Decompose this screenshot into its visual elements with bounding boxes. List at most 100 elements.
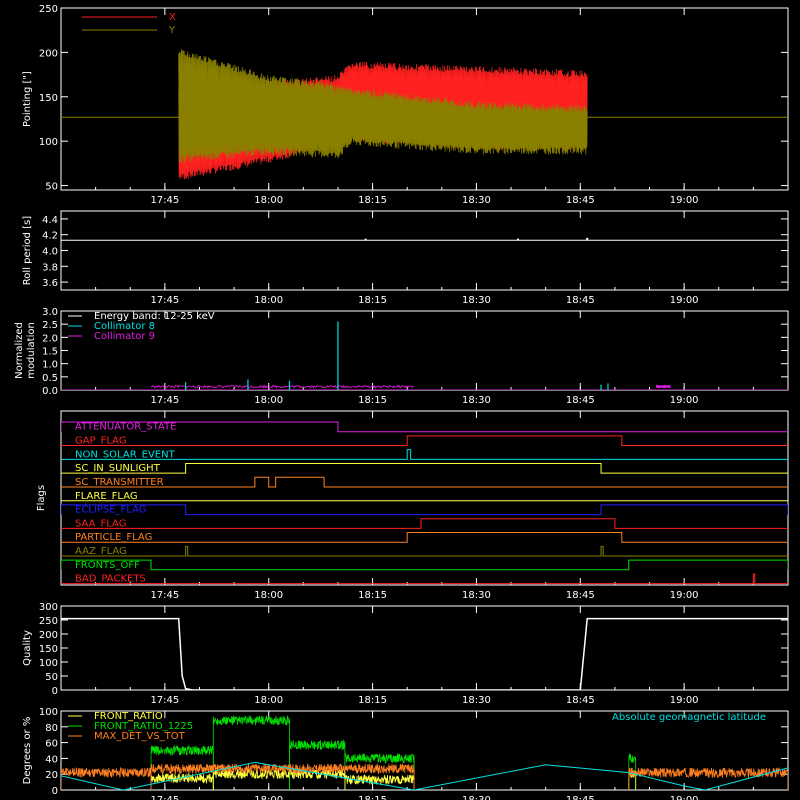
legend-entry: Y [168, 25, 176, 36]
roll-xtick-label: 18:30 [462, 295, 491, 306]
legend-entry: FRONT_RATIO_1225 [94, 721, 193, 732]
legend-entry: Energy band: 12-25 keV [94, 311, 215, 322]
flags-plot [61, 421, 788, 585]
series-latitude [61, 761, 788, 790]
flag-label: NON_SOLAR_EVENT [75, 449, 176, 460]
panel-ratios: 17:45 18:00 18:15 18:30 18:45 19:00 0 20 40 60 80 1… [22, 707, 789, 800]
quality-ytick-label: 150 [39, 644, 58, 655]
flag-label: BAD_PACKETS [75, 574, 146, 585]
flag-line-aaz_flag [61, 545, 788, 557]
series-front_ratio_1225 [289, 739, 346, 790]
modulation-xtick-label: 18:00 [254, 395, 283, 406]
ratios-frame [60, 710, 789, 791]
series-Y [178, 49, 588, 163]
quality-ytick-label: 200 [39, 630, 58, 641]
flag-label: SC_TRANSMITTER [75, 477, 164, 488]
modulation-ytick-label: 2.0 [42, 333, 58, 344]
roll-ytick-label: 4.0 [42, 247, 58, 258]
flag-line-sc_in_sunlight [61, 462, 788, 474]
series-collimator-9 [656, 383, 671, 389]
ratios-ytick-label: 100 [39, 707, 58, 718]
flag-line-attenuator_state [61, 421, 788, 433]
quality-xtick-label: 18:00 [254, 695, 283, 706]
pointing-ylabel: Pointing ["] [22, 71, 33, 127]
pointing-ytick-label: 250 [39, 4, 58, 15]
legend-entry: MAX_DET_VS_TOT [94, 731, 186, 742]
flag-label: AAZ_FLAG [75, 546, 127, 557]
flag-label: ECLIPSE_FLAG [75, 505, 146, 516]
modulation-plot [61, 321, 788, 390]
pointing-xtick-label: 18:30 [462, 195, 491, 206]
flags-xtick-label: 18:00 [254, 590, 283, 601]
pointing-xtick-label: 17:45 [150, 195, 179, 206]
flag-line-sc_transmitter [61, 476, 788, 488]
ratios-xtick-label: 18:45 [566, 795, 595, 800]
series-max_det_vs_tot [150, 762, 415, 790]
flags-xtick-label: 18:30 [462, 590, 491, 601]
panel-pointing: 17:45 18:00 18:15 18:30 18:45 19:00 50 100 150 20… [22, 4, 789, 206]
modulation-ytick-label: 3.0 [42, 307, 58, 318]
modulation-xtick-label: 19:00 [670, 395, 699, 406]
flag-line-bad_packets [61, 573, 788, 585]
series-front_ratio_1225 [212, 715, 290, 790]
roll-ytick-label: 4.4 [42, 215, 58, 226]
series-max_det_vs_tot [628, 767, 788, 790]
modulation-ylabel: modulation [26, 322, 37, 379]
roll-ylabel: Roll period [s] [22, 216, 33, 285]
legend-entry: Collimator 9 [94, 331, 155, 342]
series-front_ratio [150, 772, 214, 790]
roll-frame [60, 210, 789, 291]
quality-plot [61, 617, 788, 690]
ratios-plot [61, 715, 788, 790]
series-front_ratio_1225 [344, 752, 415, 790]
pointing-frame [60, 7, 789, 191]
ratios-xtick-label: 19:00 [670, 795, 699, 800]
quality-xtick-label: 18:30 [462, 695, 491, 706]
flag-label: SC_IN_SUNLIGHT [75, 463, 161, 474]
flag-label: FLARE_FLAG [75, 491, 138, 502]
modulation-xtick-label: 17:45 [150, 395, 179, 406]
roll-xtick-label: 18:45 [566, 295, 595, 306]
modulation-ytick-label: 0.5 [42, 373, 58, 384]
roll-ytick-label: 4.2 [42, 231, 58, 242]
flags-xtick-label: 18:45 [566, 590, 595, 601]
ratios-xtick-label: 18:30 [462, 795, 491, 800]
ratios-ytick-label: 60 [45, 739, 58, 750]
roll-plot [61, 237, 788, 241]
legend-entry: FRONT_RATIO [94, 711, 163, 722]
ratios-ytick-label: 80 [45, 723, 58, 734]
pointing-xtick-label: 18:00 [254, 195, 283, 206]
ratios-xtick-label: 18:15 [358, 795, 387, 800]
flag-label: GAP_FLAG [75, 436, 127, 447]
pointing-ytick-label: 50 [45, 182, 58, 193]
ratios-xtick-label: 18:00 [254, 795, 283, 800]
quality-ytick-label: 250 [39, 616, 58, 627]
quality-ytick-label: 100 [39, 658, 58, 669]
ratios-ylabel: Degrees or % [22, 717, 33, 785]
quality-ylabel: Quality [22, 630, 33, 666]
ratios-ytick-label: 20 [45, 770, 58, 781]
flag-line-eclipse_flag [61, 504, 788, 516]
quality-xtick-label: 17:45 [150, 695, 179, 706]
modulation-ytick-label: 1.5 [42, 347, 58, 358]
pointing-ytick-label: 150 [39, 93, 58, 104]
ratios-ytick-label: 40 [45, 754, 58, 765]
pointing-plot [61, 49, 788, 180]
flags-xtick-label: 17:45 [150, 590, 179, 601]
flag-line-gap_flag [61, 435, 788, 447]
pointing-ytick-label: 100 [39, 137, 58, 148]
panel-quality: 17:45 18:00 18:15 18:30 18:45 19:00 0 50 100 150 2… [22, 602, 789, 706]
modulation-ytick-label: 1.0 [42, 360, 58, 371]
series-max_det_vs_tot [61, 766, 152, 790]
flags-xtick-label: 18:15 [358, 590, 387, 601]
roll-xtick-label: 18:00 [254, 295, 283, 306]
flags-xtick-label: 19:00 [670, 590, 699, 601]
roll-xtick-label: 17:45 [150, 295, 179, 306]
pointing-ytick-label: 200 [39, 48, 58, 59]
quality-xtick-label: 19:00 [670, 695, 699, 706]
modulation-ytick-label: 2.5 [42, 320, 58, 331]
latitude-annotation: Absolute geomagnetic latitude [612, 712, 766, 723]
flags-frame [60, 410, 789, 586]
quality-ytick-label: 300 [39, 602, 58, 613]
legend-entry: Collimator 8 [94, 321, 155, 332]
